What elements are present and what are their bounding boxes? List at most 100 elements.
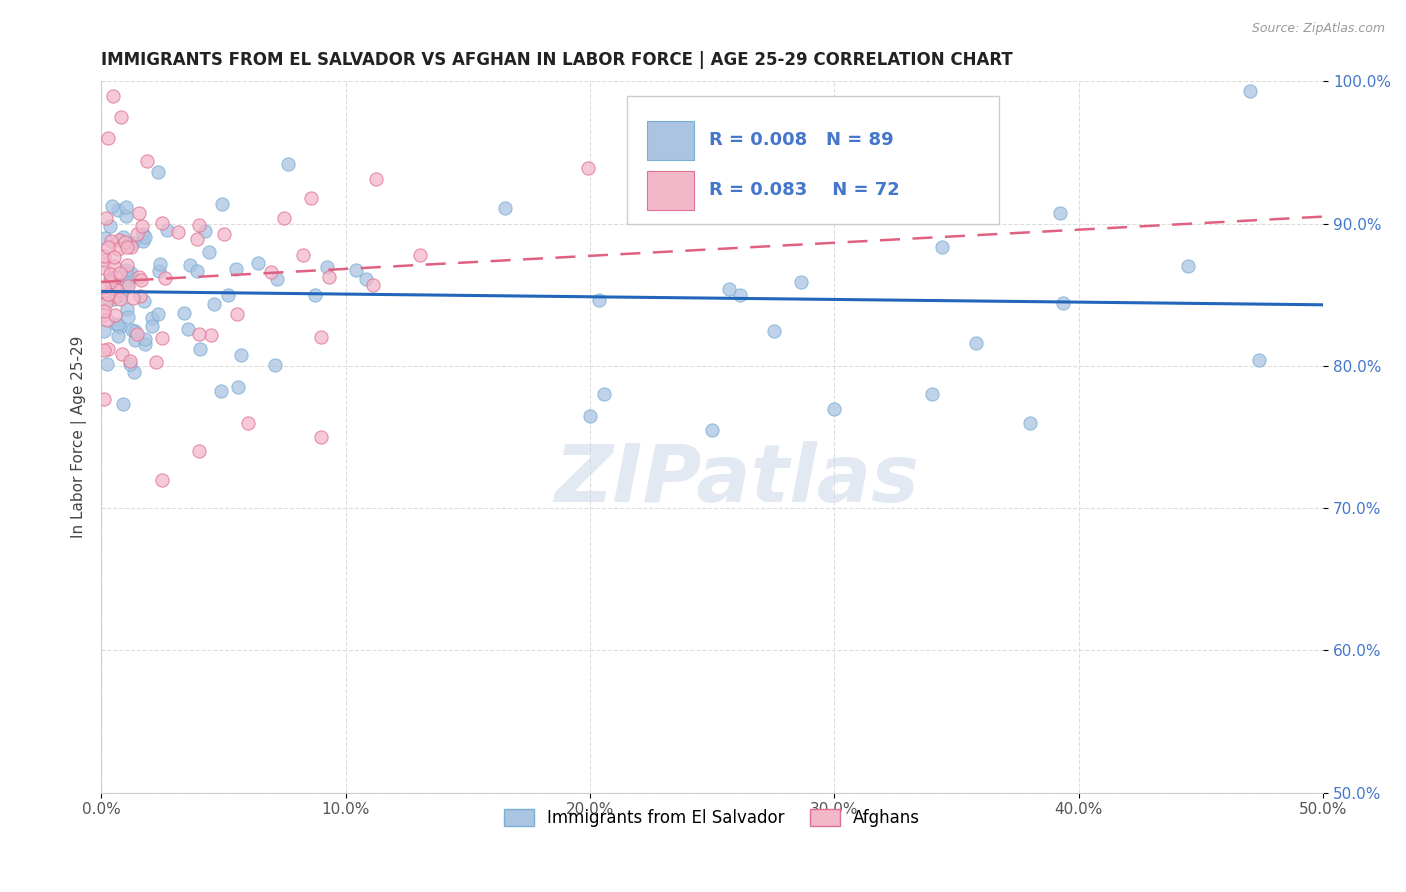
Point bbox=[260, 264, 283, 278]
Point bbox=[125, 327, 148, 342]
Point bbox=[576, 161, 599, 175]
Point bbox=[93, 343, 115, 358]
Point bbox=[150, 473, 173, 487]
Point bbox=[114, 262, 136, 277]
Point bbox=[188, 327, 211, 342]
Point bbox=[93, 280, 115, 294]
Point bbox=[717, 282, 740, 296]
Point bbox=[103, 276, 125, 290]
Point bbox=[111, 347, 134, 361]
Point bbox=[150, 331, 173, 345]
Point bbox=[120, 266, 142, 280]
Point bbox=[107, 242, 129, 256]
Point bbox=[117, 278, 139, 293]
Point bbox=[1239, 84, 1261, 98]
Point bbox=[96, 357, 118, 371]
Point bbox=[225, 262, 247, 277]
Point bbox=[110, 288, 132, 302]
Point bbox=[105, 270, 128, 285]
Point bbox=[212, 227, 235, 241]
Point bbox=[273, 211, 295, 225]
Text: IMMIGRANTS FROM EL SALVADOR VS AFGHAN IN LABOR FORCE | AGE 25-29 CORRELATION CHA: IMMIGRANTS FROM EL SALVADOR VS AFGHAN IN… bbox=[101, 51, 1012, 69]
Point bbox=[173, 306, 195, 320]
Point bbox=[1049, 206, 1071, 220]
Point bbox=[124, 334, 146, 348]
Point bbox=[110, 110, 132, 124]
Point bbox=[115, 259, 138, 273]
Point bbox=[115, 278, 138, 293]
Point bbox=[194, 224, 217, 238]
Point bbox=[318, 269, 340, 284]
Point bbox=[146, 307, 169, 321]
Point bbox=[149, 257, 172, 271]
Point bbox=[120, 358, 142, 372]
Point bbox=[762, 324, 785, 338]
Point bbox=[122, 291, 145, 305]
Point bbox=[344, 263, 367, 277]
Point bbox=[167, 225, 190, 239]
Point bbox=[94, 230, 117, 244]
Point bbox=[931, 240, 953, 254]
Point bbox=[93, 392, 115, 406]
Point bbox=[277, 156, 299, 170]
Text: ZIPatlas: ZIPatlas bbox=[554, 441, 920, 518]
Point bbox=[135, 153, 157, 168]
Point bbox=[97, 240, 120, 254]
Point bbox=[108, 266, 131, 280]
Point bbox=[236, 416, 259, 430]
Point bbox=[115, 301, 138, 316]
Point bbox=[247, 256, 270, 270]
Point bbox=[309, 430, 332, 444]
Point bbox=[96, 211, 118, 225]
Point bbox=[304, 287, 326, 301]
Point bbox=[188, 218, 211, 232]
Point bbox=[198, 244, 221, 259]
Y-axis label: In Labor Force | Age 25-29: In Labor Force | Age 25-29 bbox=[72, 335, 87, 538]
Point bbox=[155, 270, 177, 285]
Point bbox=[202, 297, 225, 311]
Point bbox=[1052, 296, 1074, 310]
Point bbox=[156, 223, 179, 237]
Point bbox=[93, 296, 115, 310]
Point bbox=[104, 289, 127, 303]
Point bbox=[114, 200, 136, 214]
Point bbox=[141, 319, 163, 334]
Point bbox=[186, 232, 208, 246]
Point bbox=[291, 248, 314, 262]
Point bbox=[266, 272, 288, 286]
Point bbox=[225, 307, 247, 321]
Point bbox=[228, 380, 250, 394]
Bar bbox=[647, 170, 695, 210]
Legend: Immigrants from El Salvador, Afghans: Immigrants from El Salvador, Afghans bbox=[498, 803, 927, 834]
Point bbox=[122, 236, 145, 251]
Point bbox=[579, 409, 602, 423]
Text: R = 0.008   N = 89: R = 0.008 N = 89 bbox=[709, 131, 893, 149]
Point bbox=[494, 202, 516, 216]
Point bbox=[115, 209, 138, 223]
Point bbox=[128, 269, 150, 284]
Point bbox=[124, 365, 146, 379]
Point bbox=[592, 387, 614, 401]
Point bbox=[1177, 259, 1199, 273]
Point bbox=[932, 192, 955, 206]
Point bbox=[103, 88, 125, 103]
Point bbox=[141, 310, 163, 325]
Point bbox=[101, 280, 124, 294]
Point bbox=[105, 283, 128, 297]
Point bbox=[789, 275, 811, 289]
Point bbox=[98, 219, 121, 234]
Point bbox=[200, 328, 222, 343]
Point bbox=[93, 249, 115, 263]
Point bbox=[229, 348, 252, 362]
Point bbox=[150, 217, 173, 231]
Point bbox=[100, 199, 122, 213]
Point bbox=[112, 397, 135, 411]
Point bbox=[98, 267, 121, 281]
Point bbox=[124, 324, 146, 338]
Point bbox=[103, 259, 125, 273]
Point bbox=[93, 308, 115, 322]
Point bbox=[98, 271, 121, 285]
Point bbox=[94, 295, 117, 310]
Point bbox=[107, 203, 129, 218]
Point bbox=[179, 258, 201, 272]
